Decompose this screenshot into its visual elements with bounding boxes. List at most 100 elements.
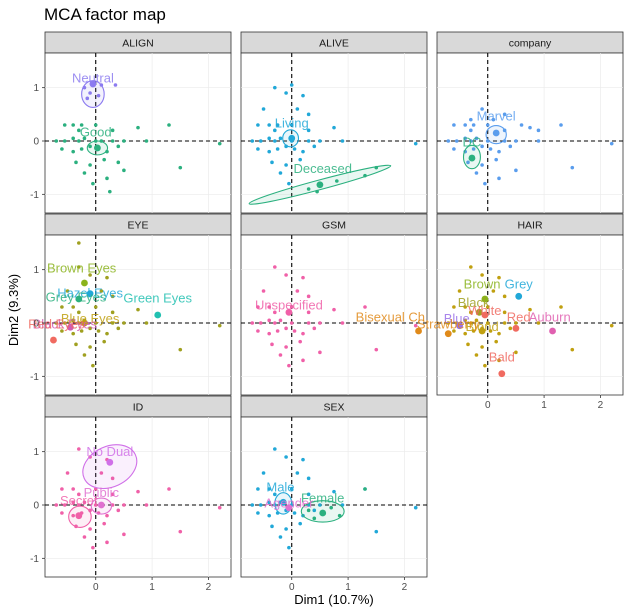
individual-point [275, 329, 280, 333]
facet-strip-label: SEX [323, 402, 344, 414]
individual-point [144, 321, 149, 325]
category-point [415, 327, 422, 335]
category-point [97, 501, 105, 509]
individual-point [108, 189, 112, 194]
individual-point [485, 321, 490, 325]
individual-point [261, 107, 266, 111]
category-label: No Dual [86, 444, 133, 459]
individual-point [284, 91, 288, 95]
individual-point [273, 447, 277, 451]
facet-strip-label: ID [133, 402, 144, 414]
individual-point [105, 331, 109, 336]
individual-point [292, 329, 297, 333]
individual-point [312, 326, 317, 331]
individual-point [363, 305, 367, 309]
individual-point [332, 307, 336, 312]
individual-point [91, 181, 95, 186]
individual-point [301, 275, 305, 280]
individual-point [488, 147, 493, 151]
individual-point [250, 139, 255, 143]
individual-point [329, 505, 333, 510]
individual-point [318, 350, 322, 355]
individual-point [528, 307, 532, 312]
category-label: Black [458, 295, 490, 310]
individual-point [494, 339, 498, 344]
individual-point [452, 147, 456, 151]
individual-point [306, 112, 311, 117]
individual-point [93, 321, 98, 325]
category-point [75, 295, 83, 303]
individual-point [122, 139, 126, 143]
individual-point [446, 321, 451, 325]
individual-point [267, 136, 271, 141]
individual-point [110, 476, 115, 481]
individual-point [278, 535, 283, 539]
individual-point [88, 144, 92, 149]
individual-point [256, 305, 260, 309]
individual-point [289, 123, 294, 127]
individual-point [122, 321, 126, 325]
individual-point [105, 176, 109, 181]
individual-point [312, 516, 317, 521]
individual-point [301, 331, 305, 336]
facet-strip-label: EYE [127, 220, 148, 232]
panel-border [240, 52, 428, 214]
individual-point [261, 471, 266, 475]
individual-point [514, 350, 518, 355]
individual-point [74, 342, 78, 347]
category-label: Secret [60, 493, 98, 508]
individual-point [60, 511, 64, 515]
individual-point [62, 321, 67, 325]
facet-strip-label: company [509, 38, 552, 50]
category-point [549, 327, 556, 335]
individual-point [469, 117, 473, 122]
category-point [481, 295, 489, 303]
individual-point [559, 305, 563, 309]
y-tick-label: 0 [33, 319, 39, 330]
individual-point [79, 147, 84, 151]
individual-point [267, 487, 271, 491]
individual-point [491, 117, 496, 122]
individual-point [446, 139, 451, 143]
individual-point [497, 176, 501, 181]
y-tick-label: -1 [30, 554, 39, 565]
individual-point [99, 471, 104, 475]
individual-point [273, 139, 277, 143]
individual-point [284, 326, 288, 331]
individual-point [454, 139, 459, 143]
category-label: Brown Eyes [47, 260, 117, 275]
category-point [512, 324, 520, 332]
x-tick-label: 1 [345, 582, 351, 593]
individual-point [332, 489, 336, 494]
individual-point [474, 353, 479, 357]
individual-point [559, 123, 563, 127]
category-label: Agender [264, 496, 314, 511]
individual-point [62, 123, 67, 127]
individual-point [273, 85, 277, 90]
category-point [468, 154, 476, 162]
individual-point [337, 513, 342, 518]
category-point [444, 330, 452, 338]
individual-point [306, 321, 311, 325]
individual-point [82, 500, 87, 505]
individual-point [79, 329, 84, 333]
individual-point [609, 323, 614, 328]
individual-point [71, 487, 75, 491]
individual-point [480, 107, 484, 111]
individual-point [306, 139, 311, 143]
individual-point [514, 168, 518, 173]
individual-point [452, 305, 456, 309]
category-label: Blue [444, 311, 470, 326]
individual-point [318, 503, 322, 507]
individual-point [88, 527, 92, 531]
category-label: Female [301, 490, 344, 505]
individual-point [306, 492, 311, 497]
individual-point [77, 492, 81, 497]
individual-point [536, 321, 541, 325]
category-point [75, 512, 83, 520]
individual-point [452, 123, 456, 127]
facet-strip-label: ALIVE [319, 38, 349, 50]
individual-point [93, 123, 98, 127]
